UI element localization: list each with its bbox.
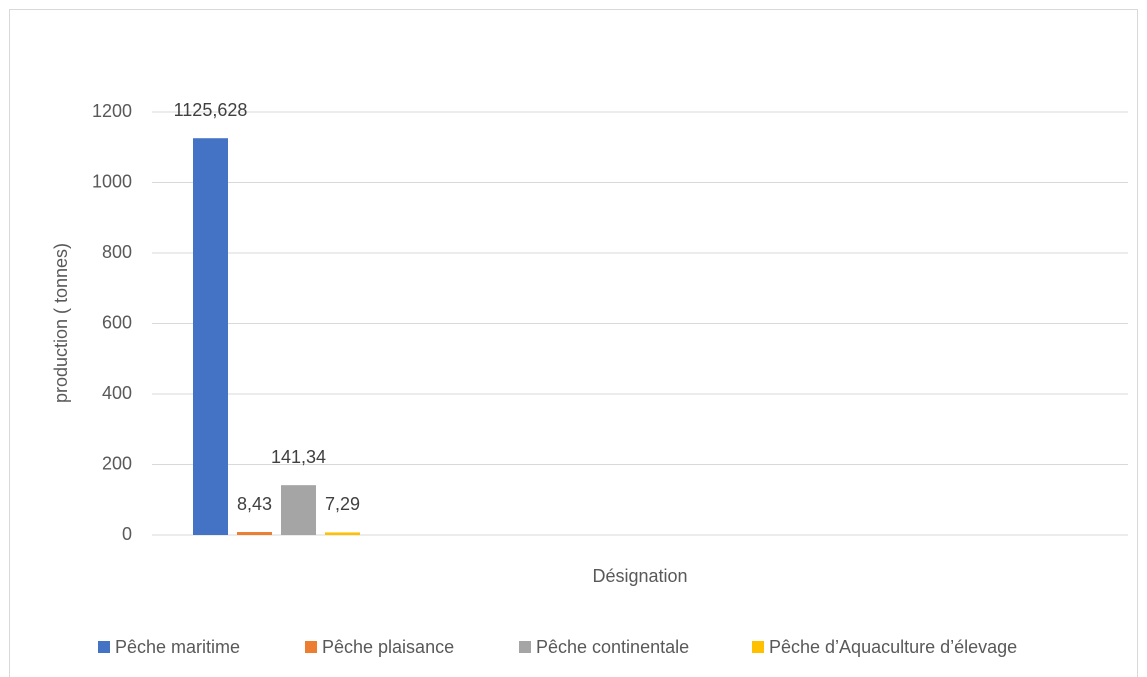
- bar: [281, 485, 316, 535]
- legend-label: Pêche plaisance: [322, 637, 454, 657]
- y-axis-label: production ( tonnes): [51, 243, 71, 403]
- legend-label: Pêche d’Aquaculture d’élevage: [769, 637, 1017, 657]
- y-tick-label: 400: [102, 383, 132, 403]
- y-tick-label: 1200: [92, 101, 132, 121]
- x-axis-label: Désignation: [592, 566, 687, 586]
- bar: [193, 138, 228, 535]
- legend-swatch: [752, 641, 764, 653]
- y-tick-label: 0: [122, 524, 132, 544]
- bar: [325, 532, 360, 535]
- legend-swatch: [98, 641, 110, 653]
- y-tick-label: 200: [102, 453, 132, 473]
- data-label: 8,43: [237, 494, 272, 514]
- legend-swatch: [519, 641, 531, 653]
- y-tick-label: 600: [102, 312, 132, 332]
- data-label: 1125,628: [174, 100, 248, 120]
- y-tick-label: 1000: [92, 171, 132, 191]
- legend-label: Pêche maritime: [115, 637, 240, 657]
- legend-swatch: [305, 641, 317, 653]
- data-label: 7,29: [325, 494, 360, 514]
- bar: [237, 532, 272, 535]
- y-tick-label: 800: [102, 242, 132, 262]
- data-label: 141,34: [271, 447, 326, 467]
- legend-label: Pêche continentale: [536, 637, 689, 657]
